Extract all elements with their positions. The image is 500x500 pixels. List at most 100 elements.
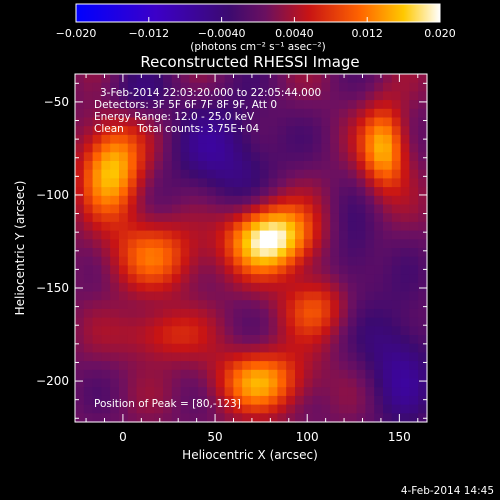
heatmap-cell <box>233 352 243 362</box>
heatmap-cell <box>75 387 85 397</box>
heatmap-cell <box>136 178 146 188</box>
heatmap-cell <box>400 230 410 240</box>
heatmap-cell <box>180 335 190 345</box>
heatmap-cell <box>321 291 331 301</box>
heatmap-cell <box>119 335 129 345</box>
heatmap-cell <box>339 369 349 380</box>
heatmap-cell <box>101 265 111 275</box>
heatmap-cell <box>409 378 419 388</box>
heatmap-cell <box>418 369 428 380</box>
heatmap-cell <box>347 74 358 84</box>
heatmap-cell <box>101 282 111 293</box>
heatmap-cell <box>330 335 340 345</box>
heatmap-cell <box>136 195 146 206</box>
heatmap-cell <box>409 152 419 162</box>
heatmap-cell <box>242 395 252 406</box>
heatmap-cell <box>198 178 208 188</box>
heatmap-cell <box>207 265 217 275</box>
heatmap-cell <box>374 169 384 179</box>
heatmap-cell <box>356 126 366 136</box>
heatmap-cell <box>242 326 252 336</box>
heatmap-cell <box>101 343 111 353</box>
heatmap-cell <box>330 239 340 249</box>
heatmap-cell <box>189 195 199 206</box>
heatmap-cell <box>224 404 234 414</box>
heatmap-cell <box>119 178 129 188</box>
heatmap-cell <box>110 126 120 136</box>
heatmap-cell <box>136 308 146 319</box>
heatmap-cell <box>268 108 278 119</box>
heatmap-cell <box>374 187 384 197</box>
heatmap-cell <box>383 230 393 240</box>
heatmap-cell <box>83 169 94 179</box>
heatmap-cell <box>198 117 208 127</box>
heatmap-cell <box>127 221 138 232</box>
heatmap-cell <box>242 152 252 162</box>
heatmap-cell <box>127 204 138 214</box>
heatmap-cell <box>136 91 146 101</box>
heatmap-cell <box>321 413 331 423</box>
heatmap-cell <box>127 248 138 258</box>
heatmap-cell <box>339 187 349 197</box>
heatmap-cell <box>295 108 305 119</box>
heatmap-cell <box>303 265 314 275</box>
heatmap-cell <box>198 108 208 119</box>
heatmap-cell <box>356 369 366 380</box>
heatmap-cell <box>374 134 384 145</box>
heatmap-cell <box>180 256 190 266</box>
heatmap-cell <box>347 152 358 162</box>
heatmap-cell <box>215 369 226 380</box>
heatmap-cell <box>277 74 287 84</box>
heatmap-cell <box>268 274 278 284</box>
heatmap-cell <box>286 256 296 266</box>
heatmap-cell <box>312 369 322 380</box>
heatmap-cell <box>83 117 94 127</box>
heatmap-cell <box>339 248 349 258</box>
heatmap-cell <box>207 187 217 197</box>
heatmap-cell <box>321 230 331 240</box>
colorbar-tick-label: 0.0040 <box>275 27 314 40</box>
heatmap-cell <box>295 117 305 127</box>
heatmap-cell <box>136 204 146 214</box>
heatmap-cell <box>286 308 296 319</box>
heatmap-cell <box>277 134 287 145</box>
heatmap-cell <box>347 100 358 110</box>
heatmap-cell <box>198 187 208 197</box>
heatmap-cell <box>233 187 243 197</box>
heatmap-cell <box>101 308 111 319</box>
heatmap-cell <box>92 161 102 171</box>
heatmap-cell <box>339 352 349 362</box>
heatmap-cell <box>189 204 199 214</box>
heatmap-cell <box>268 395 278 406</box>
heatmap-cell <box>110 335 120 345</box>
heatmap-cell <box>189 361 199 371</box>
heatmap-cell <box>347 265 358 275</box>
heatmap-cell <box>409 300 419 310</box>
heatmap-cell <box>119 108 129 119</box>
heatmap-cell <box>321 108 331 119</box>
heatmap-cell <box>163 248 173 258</box>
heatmap-cell <box>207 343 217 353</box>
heatmap-cell <box>251 395 261 406</box>
heatmap-cell <box>171 213 182 223</box>
heatmap-cell <box>233 126 243 136</box>
heatmap-cell <box>303 300 314 310</box>
heatmap-cell <box>365 413 375 423</box>
heatmap-cell <box>330 82 340 92</box>
heatmap-cell <box>339 239 349 249</box>
heatmap-cell <box>356 413 366 423</box>
heatmap-cell <box>101 134 111 145</box>
heatmap-cell <box>171 143 182 153</box>
heatmap-cell <box>180 178 190 188</box>
heatmap-cell <box>224 143 234 153</box>
heatmap-cell <box>303 152 314 162</box>
heatmap-cell <box>136 134 146 145</box>
heatmap-cell <box>189 134 199 145</box>
heatmap-cell <box>391 91 402 101</box>
heatmap-cell <box>92 335 102 345</box>
heatmap-cell <box>409 108 419 119</box>
heatmap-cell <box>119 143 129 153</box>
heatmap-cell <box>171 378 182 388</box>
heatmap-cell <box>303 387 314 397</box>
heatmap-cell <box>277 169 287 179</box>
